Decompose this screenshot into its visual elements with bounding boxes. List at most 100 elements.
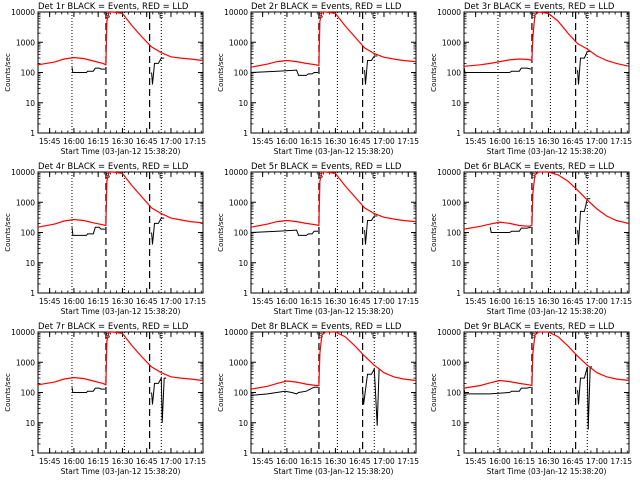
lld-series-line [250,11,417,68]
marker-end-label: E [585,172,589,180]
events-series-line [250,69,318,76]
x-tick-label: 16:00 [63,457,85,466]
chart-title: Det 3r BLACK = Events, RED = LLD [464,2,615,12]
panel-1: Det 1r BLACK = Events, RED = LLD 1 10 100 10… [4,2,206,156]
x-tick-label: 17:15 [397,457,419,466]
chart-title: Det 7r BLACK = Events, RED = LLD [38,322,189,332]
x-tick-label: 16:30 [112,137,134,146]
y-tick-label: 1 [243,129,248,138]
events-series-line [71,387,105,393]
y-tick-label: 10 [25,419,35,428]
y-tick-label: 1000 [229,38,248,47]
x-tick-label: 17:00 [373,297,395,306]
y-tick-label: 1 [456,449,461,458]
x-tick-label: 16:00 [63,137,85,146]
x-tick-label: 17:00 [586,457,608,466]
x-tick-label: 16:45 [562,457,584,466]
panel-3: Det 3r BLACK = Events, RED = LLD 1 10 100 10… [430,2,632,156]
y-tick-label: 1 [456,129,461,138]
events-series-line [250,386,318,396]
x-tick-label: 17:15 [184,137,206,146]
x-axis-label: Start Time (03-Jan-12 15:38:20) [274,147,394,156]
chart-title: Det 2r BLACK = Events, RED = LLD [251,2,402,12]
y-tick-label: 1 [30,129,35,138]
y-tick-label: 100 [234,389,249,398]
y-tick-label: 1000 [442,198,461,207]
x-tick-label: 16:45 [562,297,584,306]
y-tick-label: 100 [21,389,36,398]
x-tick-label: 16:00 [489,137,511,146]
x-tick-label: 17:15 [397,297,419,306]
y-tick-label: 1000 [16,358,35,367]
x-tick-label: 17:00 [373,457,395,466]
events-series-line [577,50,591,85]
events-series-line [577,366,593,430]
y-axis-label: Counts/sec [4,53,12,92]
x-tick-label: 16:45 [136,457,158,466]
x-tick-label: 17:00 [373,137,395,146]
x-tick-label: 16:15 [300,297,322,306]
events-series-line [489,226,532,233]
lld-series-line [463,171,630,230]
x-tick-label: 17:15 [610,137,632,146]
x-tick-label: 16:30 [112,457,134,466]
y-tick-label: 10 [238,259,248,268]
marker-end-label: E [585,12,589,20]
events-series-line [151,217,165,245]
y-tick-label: 1 [30,449,35,458]
x-tick-label: 16:00 [276,457,298,466]
y-tick-label: 1 [30,289,35,298]
marker-end-label: E [159,12,163,20]
y-tick-label: 10 [25,99,35,108]
x-tick-label: 16:30 [325,297,347,306]
marker-end-label: E [372,12,376,20]
x-tick-label: 16:15 [513,137,535,146]
events-series-line [71,226,105,236]
x-axis-label: Start Time (03-Jan-12 15:38:20) [487,147,607,156]
panel-8: Det 8r BLACK = Events, RED = LLD 1 10 100 10… [217,322,419,476]
events-series-line [364,55,378,85]
x-tick-label: 16:15 [87,297,109,306]
plot-frame [463,171,630,294]
x-tick-label: 16:00 [276,137,298,146]
y-tick-label: 1 [456,289,461,298]
events-series-line [362,367,380,426]
x-axis-label: Start Time (03-Jan-12 15:38:20) [487,467,607,476]
y-tick-label: 1000 [442,358,461,367]
lld-series-line [37,171,204,228]
y-tick-label: 100 [447,229,462,238]
events-series-line [463,67,532,73]
x-tick-label: 16:15 [300,137,322,146]
y-tick-label: 10000 [437,168,461,177]
x-tick-label: 16:30 [538,137,560,146]
x-axis-label: Start Time (03-Jan-12 15:38:20) [274,467,394,476]
x-tick-label: 16:45 [349,137,371,146]
x-tick-label: 16:30 [538,297,560,306]
events-series-line [463,386,532,395]
x-tick-label: 16:30 [325,137,347,146]
y-tick-label: 10 [25,259,35,268]
x-tick-label: 17:00 [160,297,182,306]
x-tick-label: 17:15 [184,457,206,466]
y-tick-label: 100 [21,229,36,238]
marker-end-label: E [585,332,589,340]
panel-9: Det 9r BLACK = Events, RED = LLD 1 10 100 10… [430,322,632,476]
panel-2: Det 2r BLACK = Events, RED = LLD 1 10 100 10… [217,2,419,156]
panel-6: Det 6r BLACK = Events, RED = LLD 1 10 100 10… [430,162,632,316]
marker-end-label: E [372,332,376,340]
x-tick-label: 16:30 [112,297,134,306]
plot-frame [463,331,630,454]
y-tick-label: 1000 [16,38,35,47]
x-tick-label: 16:15 [87,457,109,466]
x-tick-label: 15:45 [465,137,487,146]
x-tick-label: 15:45 [252,297,274,306]
lld-series-line [37,11,204,66]
x-tick-label: 16:30 [325,457,347,466]
x-axis-label: Start Time (03-Jan-12 15:38:20) [274,307,394,316]
y-tick-label: 1 [243,289,248,298]
x-tick-label: 15:45 [252,137,274,146]
events-series-line [151,57,165,85]
y-tick-label: 10000 [11,8,35,17]
chart-title: Det 5r BLACK = Events, RED = LLD [251,162,402,172]
marker-end-label: E [159,172,163,180]
